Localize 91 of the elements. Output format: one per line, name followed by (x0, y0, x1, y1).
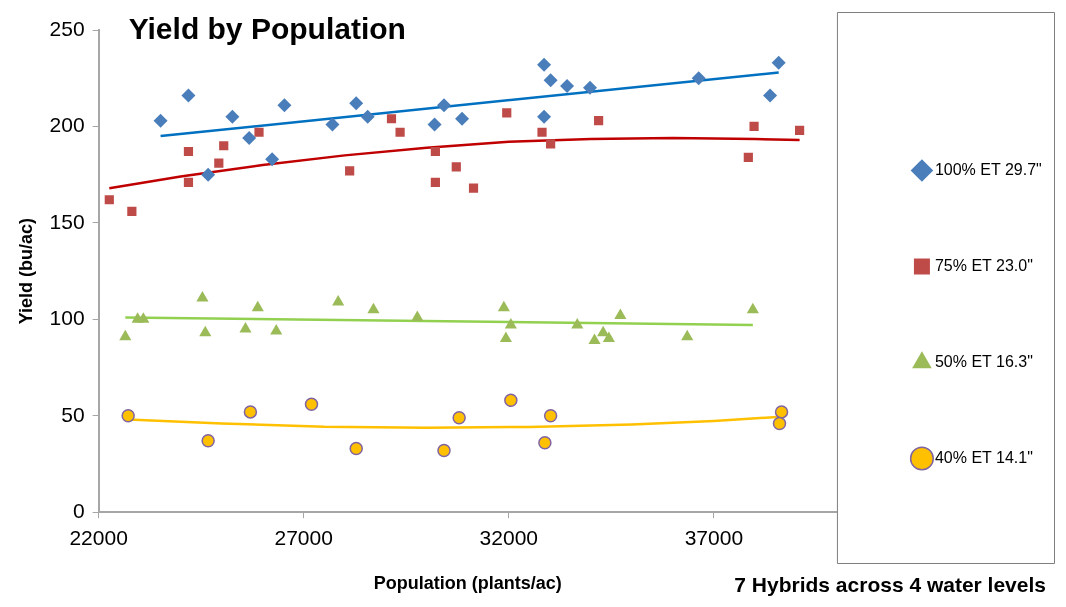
text: 7 Hybrids across 4 water levels (734, 573, 1046, 597)
y-axis-title: Yield (bu/ac) (15, 217, 36, 325)
point (386, 114, 397, 124)
point (411, 310, 424, 321)
y-tick-label: 250 (49, 16, 85, 40)
point (427, 117, 442, 132)
point (681, 329, 694, 341)
point (537, 127, 547, 137)
point (594, 116, 604, 126)
point (543, 73, 558, 88)
y-tick-label: 0 (72, 499, 85, 522)
point (254, 127, 264, 137)
point (304, 397, 319, 411)
point (349, 441, 363, 456)
point (560, 78, 575, 93)
point (119, 329, 132, 341)
point (225, 109, 240, 124)
point (242, 131, 257, 146)
chart-title: Yield by Population (128, 12, 406, 46)
point (121, 409, 135, 423)
point (367, 302, 380, 314)
point (504, 393, 518, 408)
point (743, 152, 753, 162)
point (436, 98, 451, 113)
x-tick-label: 27000 (274, 525, 333, 549)
point (583, 80, 598, 95)
point (201, 434, 215, 448)
point (181, 88, 196, 103)
point (183, 177, 194, 187)
point (265, 152, 280, 167)
point (499, 331, 512, 343)
legend-label: 100% ET 29.7" (934, 160, 1042, 178)
point (127, 206, 137, 216)
point (219, 141, 229, 151)
point (325, 117, 340, 132)
point (537, 109, 552, 124)
point (201, 167, 216, 182)
point (772, 416, 787, 431)
point (771, 55, 786, 70)
point (277, 98, 292, 113)
point (239, 321, 252, 333)
point (746, 302, 759, 314)
legend-label: 40% ET 14.1" (934, 448, 1033, 466)
point (455, 111, 470, 126)
y-tick-label: 100 (49, 306, 85, 330)
legend-label: 50% ET 16.3" (934, 352, 1033, 370)
point (345, 166, 355, 176)
point (251, 300, 264, 312)
y-tick-label: 50 (61, 402, 85, 426)
point (395, 127, 405, 137)
y-tick-label: 150 (49, 209, 85, 233)
point (571, 318, 584, 329)
point (546, 139, 556, 149)
x-tick-label: 32000 (479, 525, 538, 549)
point (749, 121, 759, 132)
point (430, 146, 440, 157)
point (497, 300, 510, 312)
point (183, 146, 194, 157)
point (504, 318, 517, 329)
x-axis-title: Population (plants/ac) (373, 573, 562, 594)
point (537, 57, 552, 72)
point (196, 291, 209, 302)
point (451, 162, 461, 172)
point (437, 443, 451, 458)
point (270, 323, 283, 335)
point (691, 71, 706, 86)
point (502, 108, 512, 118)
point (538, 436, 552, 450)
point (430, 177, 440, 187)
point (332, 294, 345, 306)
legend-label: 75% ET 23.0" (934, 256, 1033, 274)
x-tick-label: 37000 (684, 525, 744, 549)
point (774, 405, 789, 419)
point (137, 312, 150, 323)
point (588, 333, 601, 345)
point (602, 331, 615, 343)
point (468, 183, 479, 193)
point (214, 158, 224, 168)
point (243, 405, 258, 419)
point (153, 113, 168, 128)
point (543, 409, 558, 423)
y-tick-label: 200 (49, 113, 85, 137)
point (614, 308, 627, 319)
point (199, 325, 212, 337)
point (360, 109, 375, 124)
point (795, 125, 805, 135)
point (349, 96, 364, 111)
x-tick-label: 22000 (69, 525, 128, 549)
point (763, 88, 778, 103)
point (104, 195, 114, 205)
point (452, 410, 466, 425)
